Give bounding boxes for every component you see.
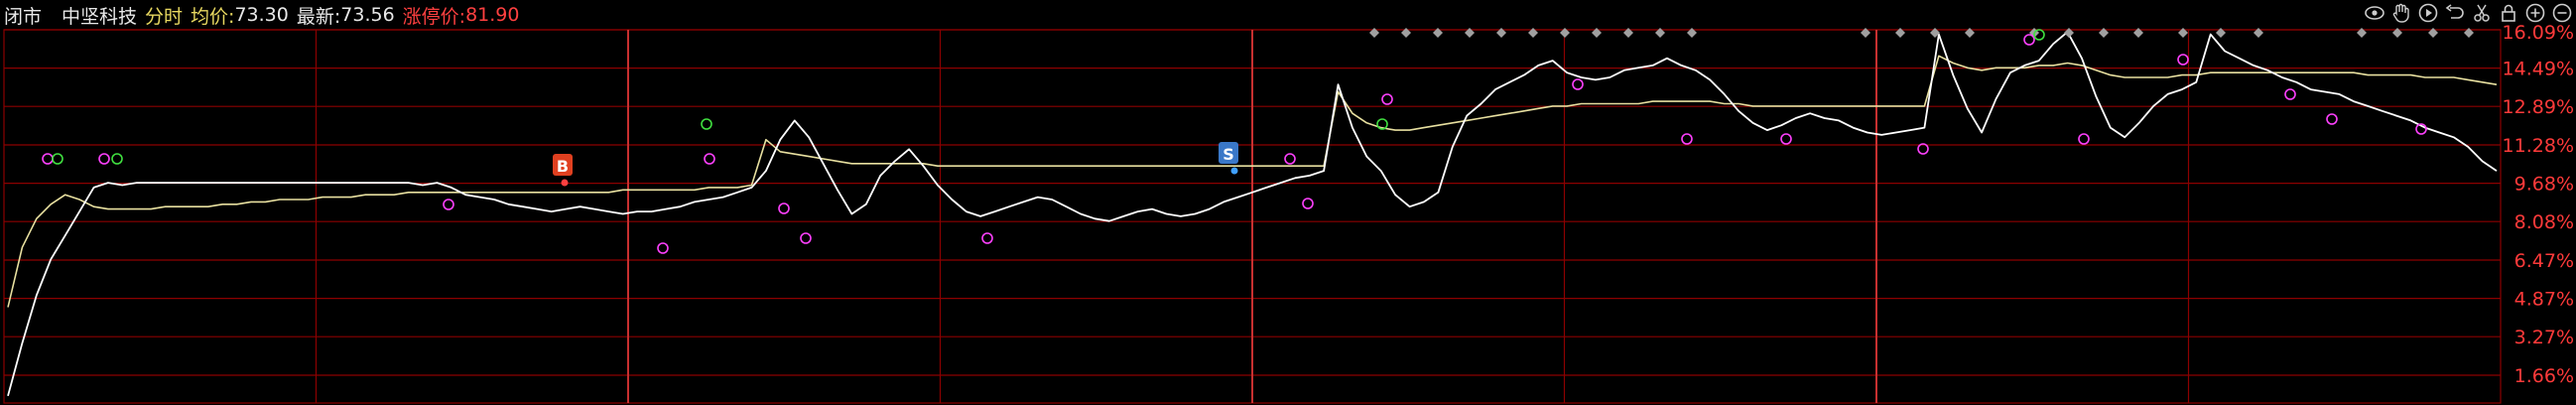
signal-circle bbox=[52, 153, 64, 165]
signal-circle bbox=[2078, 133, 2090, 145]
buy-badge-label: B bbox=[557, 157, 569, 176]
diamond-marker bbox=[2133, 28, 2143, 38]
diamond-marker bbox=[2178, 28, 2188, 38]
diamond-marker bbox=[2064, 28, 2074, 38]
signal-circle bbox=[42, 153, 54, 165]
y-axis-labels: 16.09% 14.49% 12.89% 11.28% 9.68% 8.08% 6.47% 4… bbox=[2503, 22, 2574, 387]
y-axis-tick-label: 6.47% bbox=[2514, 250, 2574, 272]
y-axis-tick-label: 16.09% bbox=[2503, 22, 2574, 44]
chart-grid bbox=[3, 29, 2502, 404]
diamond-marker bbox=[2254, 28, 2263, 38]
signal-circle bbox=[1681, 133, 1693, 145]
diamond-marker bbox=[2357, 28, 2367, 38]
signal-circle bbox=[704, 153, 715, 165]
diamond-marker bbox=[2099, 28, 2109, 38]
diamond-marker bbox=[1965, 28, 1975, 38]
diamond-marker bbox=[1930, 28, 1940, 38]
market-status: 闭市 bbox=[4, 5, 43, 28]
last-price-label: 最新: bbox=[296, 5, 341, 28]
signal-markers: BS bbox=[42, 29, 2427, 254]
avg-price-value: 73.30 bbox=[234, 4, 289, 26]
diamond-marker bbox=[1592, 28, 1602, 38]
signal-circle bbox=[98, 153, 110, 165]
signal-circle bbox=[701, 118, 712, 130]
signal-circle bbox=[2033, 29, 2045, 41]
diamond-marker bbox=[2464, 28, 2474, 38]
diamond-marker bbox=[1895, 28, 1905, 38]
signal-circle bbox=[2023, 34, 2035, 46]
diamond-marker bbox=[1560, 28, 1570, 38]
lock-icon[interactable] bbox=[2499, 3, 2518, 23]
signal-circle bbox=[778, 202, 790, 214]
limit-up-price-label: 涨停价: bbox=[402, 5, 466, 28]
scissors-icon[interactable] bbox=[2472, 3, 2492, 23]
buy-badge bbox=[553, 154, 573, 176]
price-line bbox=[7, 31, 2498, 397]
diamond-marker bbox=[1623, 28, 1633, 38]
diamond-marker bbox=[1861, 28, 1870, 38]
badge-anchor-dot bbox=[1230, 167, 1238, 175]
signal-circle bbox=[800, 232, 812, 244]
average-price-line bbox=[7, 55, 2498, 308]
y-axis-tick-label: 8.08% bbox=[2514, 211, 2574, 233]
y-axis-tick-label: 11.28% bbox=[2503, 135, 2574, 157]
badge-anchor-dot bbox=[561, 179, 569, 187]
diamond-marker bbox=[1496, 28, 1506, 38]
signal-circle bbox=[2177, 54, 2189, 66]
sell-badge-label: S bbox=[1223, 145, 1234, 164]
diamond-marker bbox=[2428, 28, 2438, 38]
zoom-in-icon[interactable] bbox=[2525, 3, 2545, 23]
y-axis-tick-label: 1.66% bbox=[2514, 365, 2574, 387]
diamond-marker bbox=[1401, 28, 1411, 38]
average-line-path bbox=[7, 55, 2498, 308]
chart-toolbar bbox=[2365, 3, 2572, 27]
avg-price-label: 均价: bbox=[191, 5, 235, 28]
diamond-marker bbox=[1465, 28, 1475, 38]
signal-circle bbox=[657, 242, 669, 254]
diamond-marker bbox=[1433, 28, 1443, 38]
undo-icon[interactable] bbox=[2445, 3, 2465, 23]
eye-icon[interactable] bbox=[2365, 3, 2384, 23]
signal-circle bbox=[2284, 88, 2296, 100]
play-icon[interactable] bbox=[2418, 3, 2438, 23]
signal-circle bbox=[443, 199, 454, 210]
y-axis-tick-label: 3.27% bbox=[2514, 327, 2574, 348]
price-line-path bbox=[7, 31, 2498, 397]
signal-circle bbox=[1572, 78, 1584, 90]
y-axis-tick-label: 14.49% bbox=[2503, 59, 2574, 80]
hand-icon[interactable] bbox=[2391, 3, 2411, 23]
diamond-marker bbox=[1687, 28, 1697, 38]
y-axis-tick-label: 4.87% bbox=[2514, 289, 2574, 311]
signal-circle bbox=[111, 153, 123, 165]
signal-circle bbox=[1917, 143, 1929, 155]
diamond-marker bbox=[2216, 28, 2226, 38]
signal-circle bbox=[2326, 113, 2338, 125]
signal-circle bbox=[1376, 118, 1388, 130]
signal-circle bbox=[1381, 93, 1393, 105]
stock-name[interactable]: 中坚科技 bbox=[62, 5, 138, 28]
last-price-value: 73.56 bbox=[340, 4, 395, 26]
y-axis-tick-label: 12.89% bbox=[2503, 96, 2574, 118]
y-axis-tick-label: 9.68% bbox=[2514, 174, 2574, 196]
chart-mode-label[interactable]: 分时 bbox=[145, 5, 184, 28]
diamond-marker bbox=[1528, 28, 1538, 38]
diamond-marker bbox=[1655, 28, 1665, 38]
signal-circle bbox=[1284, 153, 1296, 165]
diamond-marker bbox=[2392, 28, 2402, 38]
event-diamond-markers bbox=[1369, 28, 2474, 38]
sell-badge bbox=[1219, 142, 1238, 164]
chart-header: 闭市 中坚科技 分时 均价: 73.30 最新: 73.56 涨停价: 81.9… bbox=[0, 0, 2576, 30]
signal-circle bbox=[1780, 133, 1792, 145]
zoom-out-icon[interactable] bbox=[2552, 3, 2572, 23]
signal-circle bbox=[2415, 123, 2427, 135]
signal-circle bbox=[1302, 198, 1314, 209]
limit-up-price-value: 81.90 bbox=[465, 4, 520, 26]
diamond-marker bbox=[1369, 28, 1379, 38]
signal-circle bbox=[981, 232, 993, 244]
